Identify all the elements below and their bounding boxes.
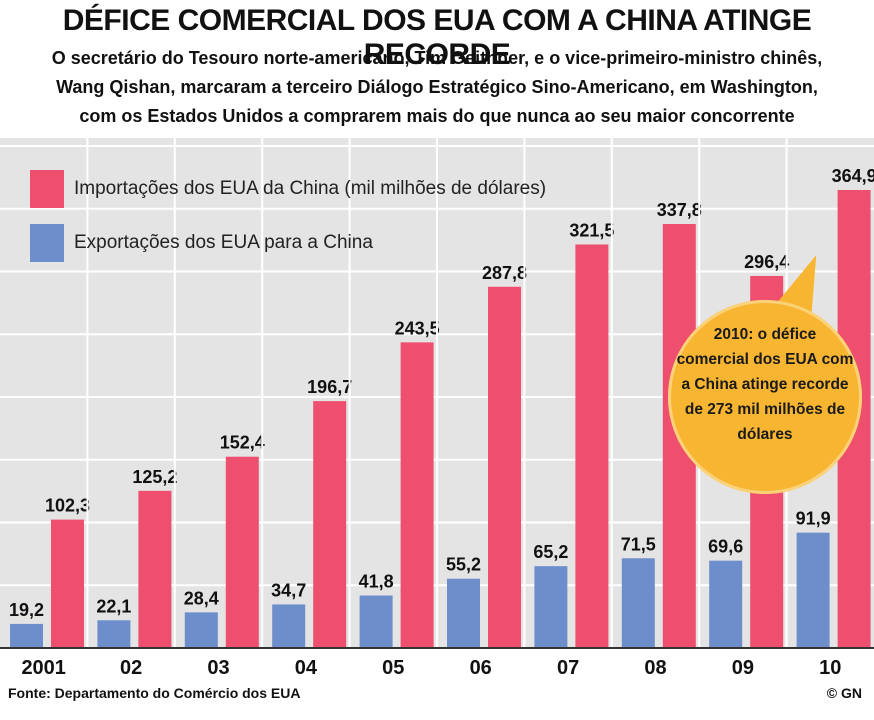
data-label-imports: 364,9: [832, 166, 874, 186]
legend: Importações dos EUA da China (mil milhõe…: [30, 170, 546, 278]
subtitle-line: com os Estados Unidos a comprarem mais d…: [79, 106, 795, 126]
callout-bubble: 2010: o défice comercial dos EUA com a C…: [668, 300, 862, 494]
legend-swatch-exports: [30, 224, 64, 262]
bar-imports: [488, 286, 521, 648]
subtitle-line: Wang Qishan, marcaram a terceiro Diálogo…: [56, 77, 818, 97]
x-tick-label: 04: [295, 657, 318, 679]
data-label-exports: 69,6: [708, 537, 743, 557]
data-label-exports: 28,4: [184, 588, 219, 608]
chart-subtitle: O secretário do Tesouro norte-americano,…: [20, 44, 854, 131]
x-tick-label: 2001: [21, 657, 66, 679]
data-label-exports: 22,1: [96, 596, 131, 616]
bar-exports: [97, 620, 131, 648]
bar-exports: [796, 532, 830, 648]
callout-line: 2010: o défice: [713, 326, 817, 343]
data-label-exports: 65,2: [533, 542, 568, 562]
x-tick-label: 10: [819, 657, 841, 679]
data-label-exports: 34,7: [271, 580, 306, 600]
bar-imports: [400, 342, 434, 648]
x-tick-label: 06: [470, 657, 492, 679]
bar-imports: [51, 519, 84, 648]
credit-note: © GN: [826, 685, 862, 701]
bar-imports: [225, 456, 259, 648]
legend-item-exports: Exportações dos EUA para a China: [30, 224, 546, 262]
legend-label-imports: Importações dos EUA da China (mil milhõe…: [74, 178, 547, 199]
data-label-exports: 71,5: [621, 534, 656, 554]
callout-line: comercial dos EUA com: [676, 351, 854, 368]
x-tick-label: 03: [207, 657, 229, 679]
data-label-exports: 41,8: [359, 572, 394, 592]
bar-exports: [359, 595, 393, 648]
legend-item-imports: Importações dos EUA da China (mil milhõe…: [30, 170, 546, 208]
callout-line: a China atinge recorde: [681, 376, 849, 393]
callout-line: de 273 mil milhões de: [684, 401, 846, 418]
callout-text: 2010: o défice comercial dos EUA com a C…: [668, 322, 862, 447]
legend-label-exports: Exportações dos EUA para a China: [74, 232, 373, 253]
bar-imports: [138, 490, 172, 648]
bar-exports: [272, 604, 306, 648]
data-label-imports: 196,7: [307, 377, 352, 397]
bar-exports: [534, 566, 568, 648]
data-label-imports: 102,3: [45, 496, 90, 516]
x-tick-label: 09: [732, 657, 754, 679]
x-tick-label: 08: [644, 657, 666, 679]
x-tick-label: 07: [557, 657, 579, 679]
legend-swatch-imports: [30, 170, 64, 208]
bar-exports: [709, 560, 743, 648]
data-label-exports: 91,9: [796, 509, 831, 529]
data-label-imports: 287,8: [482, 263, 527, 283]
data-label-imports: 296,4: [744, 252, 789, 272]
bar-exports: [447, 578, 480, 648]
bar-imports: [313, 401, 347, 648]
data-label-imports: 321,5: [569, 220, 614, 240]
data-label-exports: 55,2: [446, 555, 481, 575]
bar-exports: [621, 558, 655, 648]
subtitle-line: O secretário do Tesouro norte-americano,…: [51, 48, 823, 68]
bar-exports: [10, 623, 43, 648]
data-label-imports: 125,2: [132, 467, 177, 487]
x-tick-label: 02: [120, 657, 142, 679]
bar-exports: [184, 612, 218, 648]
x-tick-label: 05: [382, 657, 404, 679]
data-label-imports: 337,8: [657, 200, 702, 220]
data-label-exports: 19,2: [9, 600, 44, 620]
data-label-imports: 152,4: [220, 433, 265, 453]
callout-line: dólares: [737, 426, 793, 443]
bar-imports: [575, 244, 609, 648]
source-note: Fonte: Departamento do Comércio dos EUA: [8, 685, 301, 701]
data-label-imports: 243,5: [395, 318, 440, 338]
chart-title: DÉFICE COMERCIAL DOS EUA COM A CHINA ATI…: [62, 4, 812, 71]
